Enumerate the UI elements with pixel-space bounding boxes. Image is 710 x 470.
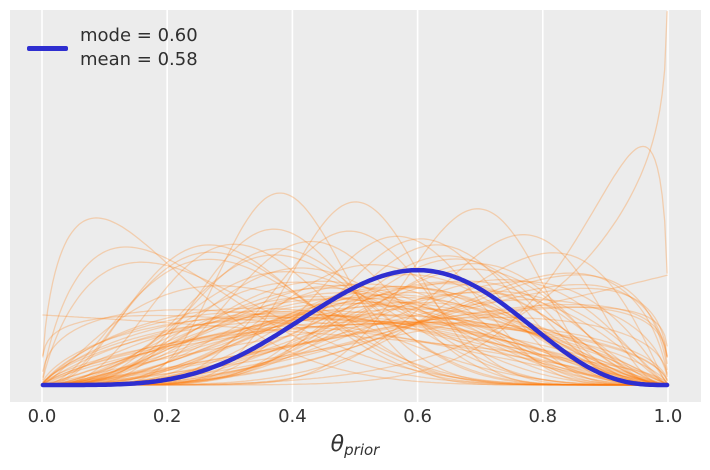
prior-curve [42, 316, 668, 386]
prior-curve [42, 243, 668, 386]
axes-background [10, 10, 701, 402]
prior-curve [42, 299, 668, 386]
prior-curves-group [42, 10, 668, 386]
prior-curve [42, 298, 668, 386]
prior-curve [42, 316, 668, 386]
prior-curve [42, 261, 668, 386]
prior-curve [42, 246, 668, 386]
prior-curve [42, 10, 668, 386]
prior-curve [42, 297, 668, 386]
prior-curve [42, 240, 668, 386]
prior-curve [42, 296, 668, 386]
prior-curve [42, 310, 668, 386]
prior-curve [42, 314, 668, 386]
prior-curve [42, 285, 668, 386]
prior-curve [42, 313, 668, 386]
prior-curve [42, 238, 668, 386]
prior-curve [42, 303, 668, 386]
prior-curve [42, 244, 668, 386]
prior-curve [42, 314, 668, 386]
summary-curve-group [40, 267, 670, 388]
prior-curve [42, 292, 668, 386]
prior-curve [42, 322, 668, 385]
prior-curve [42, 296, 668, 386]
prior-curve [42, 305, 668, 386]
prior-curve [42, 301, 668, 386]
prior-curve [42, 287, 668, 386]
prior-curve [42, 251, 668, 386]
prior-curve [42, 252, 668, 386]
prior-curve [42, 314, 668, 386]
prior-curve [42, 307, 668, 386]
summary-curve [40, 267, 670, 388]
prior-curve [42, 263, 668, 386]
prior-curve [42, 281, 668, 386]
prior-curve [42, 317, 668, 386]
prior-curve [42, 309, 668, 386]
prior-curve [42, 145, 668, 386]
prior-curve [42, 313, 668, 386]
prior-curve [42, 291, 668, 386]
prior-curve [42, 301, 668, 386]
prior-curve [42, 192, 668, 386]
prior-curve [42, 258, 668, 386]
prior-curve [42, 208, 668, 386]
prior-curve [42, 306, 668, 386]
prior-curve [42, 201, 668, 386]
prior-curve [42, 283, 668, 386]
prior-curve [42, 234, 668, 386]
prior-curve [42, 271, 668, 386]
prior-curve [42, 309, 668, 386]
prior-curve [42, 321, 668, 385]
prior-curve [42, 274, 668, 386]
x-gridlines [41, 10, 669, 402]
prior-curve [42, 302, 668, 386]
prior-curve [42, 323, 668, 385]
prior-curve [42, 267, 668, 386]
prior-curve [42, 254, 668, 386]
prior-curve [42, 287, 668, 386]
prior-curve [42, 320, 668, 385]
prior-curve [42, 308, 668, 386]
prior-curve [42, 314, 668, 384]
prior-curve [42, 306, 668, 386]
prior-curve [42, 291, 668, 386]
prior-curve [42, 217, 668, 386]
prior-curve [42, 228, 668, 386]
